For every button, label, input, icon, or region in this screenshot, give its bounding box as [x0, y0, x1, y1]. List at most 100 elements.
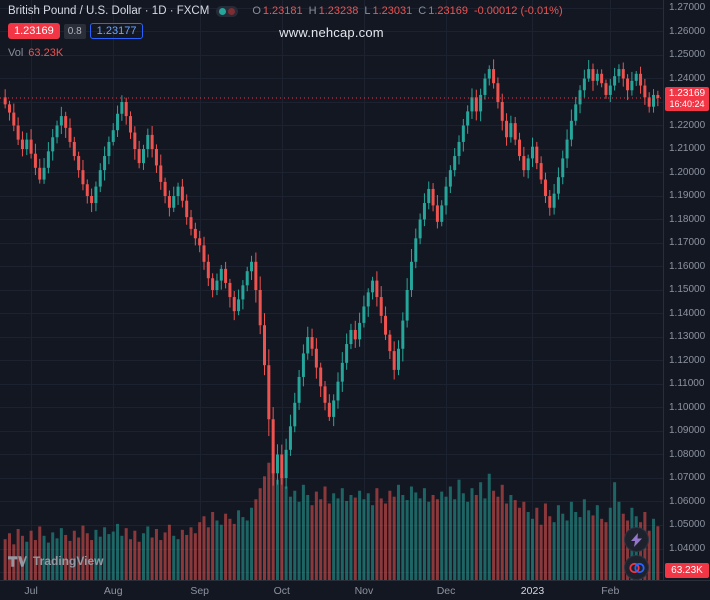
- legend-row-bid-ask: 1.23169 0.8 1.23177: [8, 23, 563, 39]
- volume-bar: [548, 516, 552, 580]
- volume-label[interactable]: Vol: [8, 47, 24, 59]
- chart-legend: British Pound / U.S. Dollar · 1D · FXCM …: [8, 5, 563, 59]
- volume-bar: [141, 533, 145, 580]
- volume-bar: [561, 513, 565, 580]
- high-label: H: [308, 5, 317, 17]
- candle-body: [263, 325, 267, 366]
- volume-bar: [81, 525, 85, 580]
- candle-body: [595, 73, 599, 81]
- candle-body: [137, 149, 141, 164]
- volume-bar: [20, 535, 24, 580]
- volume-bar: [474, 495, 478, 580]
- candle-body: [500, 102, 504, 121]
- price-tick-label: 1.08000: [669, 448, 706, 460]
- candle-body: [176, 186, 180, 196]
- candle-body: [90, 196, 94, 204]
- volume-bar: [366, 493, 370, 580]
- volume-bar: [431, 495, 435, 580]
- volume-bar: [3, 539, 7, 580]
- volume-bar: [275, 479, 279, 580]
- candle-body: [552, 193, 556, 208]
- candle-body: [630, 80, 634, 91]
- candle-body: [85, 184, 89, 196]
- boost-button[interactable]: [624, 527, 649, 552]
- candle-body: [72, 141, 76, 157]
- volume-bar: [46, 542, 50, 580]
- tradingview-logo[interactable]: TradingView: [8, 554, 103, 568]
- candle-body: [431, 188, 435, 206]
- candle-body: [154, 149, 158, 166]
- time-axis[interactable]: Jul Aug Sep Oct Nov Dec 2023 Feb: [0, 580, 710, 600]
- volume-bar: [319, 499, 323, 580]
- time-tick-label: 2023: [520, 585, 545, 597]
- close-label: C: [418, 5, 427, 17]
- volume-bar: [353, 497, 357, 580]
- candle-body: [643, 85, 647, 98]
- sell-price-button[interactable]: 1.23169: [8, 23, 60, 39]
- minds-button[interactable]: [624, 555, 649, 580]
- last-price-value: 1.23169: [668, 88, 706, 100]
- volume-bar: [116, 523, 120, 580]
- candle-body: [133, 132, 137, 149]
- volume-bar: [85, 533, 89, 580]
- price-tick-label: 1.15000: [669, 284, 706, 295]
- volume-bar: [77, 537, 81, 580]
- price-tick-label: 1.06000: [669, 495, 706, 507]
- candle-body: [509, 123, 513, 138]
- spread-value: 0.8: [63, 23, 86, 39]
- volume-bar: [453, 499, 457, 580]
- volume-bar: [505, 503, 509, 580]
- candle-body: [167, 196, 171, 208]
- overlapping-circles-icon: [628, 562, 645, 573]
- price-axis[interactable]: 1.23169 16:40:24 63.23K 1.030001.040001.…: [663, 0, 710, 580]
- volume-bar: [159, 540, 163, 580]
- candle-body: [617, 69, 621, 77]
- volume-bar: [297, 501, 301, 580]
- volume-bar: [150, 537, 154, 580]
- volume-bar: [582, 499, 586, 580]
- open-label: O: [252, 5, 261, 17]
- price-tick-label: 1.14000: [669, 307, 706, 319]
- candle-body: [600, 73, 604, 84]
- candle-body: [435, 205, 439, 222]
- volume-bar: [617, 501, 621, 580]
- candle-body: [42, 167, 46, 180]
- volume-bar: [254, 499, 258, 580]
- volume-bar: [129, 539, 133, 580]
- candle-body: [301, 353, 305, 377]
- candle-body: [440, 205, 444, 222]
- candle-body: [362, 306, 366, 323]
- volume-bar: [29, 530, 33, 580]
- candle-body: [211, 278, 215, 290]
- candle-body: [444, 186, 448, 206]
- symbol-title[interactable]: British Pound / U.S. Dollar · 1D · FXCM: [8, 5, 210, 17]
- candle-body: [479, 94, 483, 112]
- volume-bar: [180, 529, 184, 580]
- volume-bar: [237, 510, 241, 580]
- volume-bar: [38, 526, 42, 580]
- candle-body: [319, 367, 323, 387]
- volume-bar: [64, 534, 68, 580]
- legend-row-volume: Vol 63.23K: [8, 47, 563, 59]
- candle-body: [349, 329, 353, 345]
- chart-canvas[interactable]: British Pound / U.S. Dollar · 1D · FXCM …: [0, 0, 663, 580]
- volume-bar: [587, 510, 591, 580]
- sell-buy-toggle[interactable]: [216, 5, 239, 17]
- candle-body: [297, 376, 301, 403]
- volume-bar: [163, 532, 167, 580]
- price-tick-label: 1.05000: [669, 519, 706, 530]
- candle-body: [530, 146, 534, 159]
- price-tick-label: 1.27000: [669, 1, 706, 13]
- volume-bar: [293, 490, 297, 580]
- price-chart-svg[interactable]: [0, 0, 663, 580]
- buy-price-button[interactable]: 1.23177: [89, 23, 144, 39]
- price-tick-label: 1.13000: [669, 331, 706, 342]
- volume-bar: [25, 541, 29, 580]
- volume-bar: [552, 522, 556, 580]
- candle-body: [280, 454, 284, 478]
- candle-body: [384, 315, 388, 335]
- price-tick-label: 1.26000: [669, 25, 706, 37]
- volume-bar: [405, 500, 409, 580]
- candle-body: [591, 69, 595, 81]
- candle-body: [556, 177, 560, 194]
